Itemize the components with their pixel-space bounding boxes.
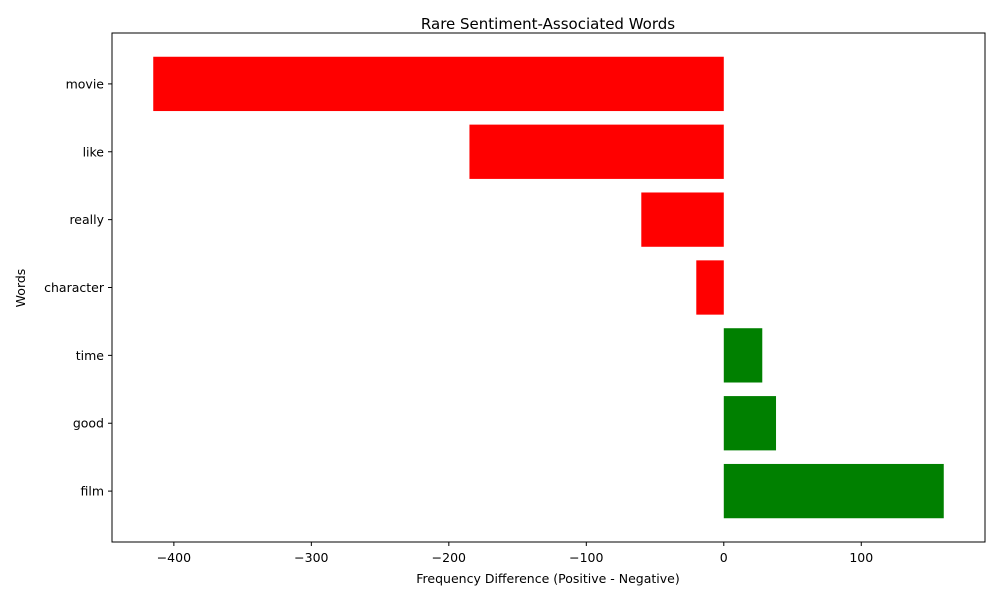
- x-tick-label-100: 100: [849, 550, 873, 565]
- chart-title: Rare Sentiment-Associated Words: [421, 15, 675, 33]
- bar-character: [696, 260, 724, 315]
- y-tick-label-really: really: [69, 212, 104, 227]
- bar-like: [469, 124, 724, 179]
- bar-movie: [153, 56, 724, 112]
- x-tick-label--400: −400: [157, 550, 191, 565]
- y-tick-label-character: character: [44, 280, 105, 295]
- bars-group: [153, 56, 944, 519]
- y-axis-label: Words: [13, 269, 28, 308]
- y-tick-label-time: time: [76, 348, 105, 363]
- bar-good: [723, 396, 777, 451]
- y-tick-label-like: like: [83, 144, 105, 159]
- x-tick-label-0: 0: [720, 550, 728, 565]
- bar-film: [723, 463, 944, 519]
- x-axis: −400 −300 −200 −100 0 100: [157, 542, 873, 565]
- bar-really: [641, 192, 724, 247]
- y-tick-label-film: film: [80, 484, 104, 499]
- x-axis-label: Frequency Difference (Positive - Negativ…: [416, 571, 679, 586]
- y-tick-label-good: good: [73, 416, 104, 431]
- bar-time: [723, 328, 763, 383]
- y-tick-label-movie: movie: [66, 76, 105, 91]
- x-tick-label--100: −100: [569, 550, 603, 565]
- y-axis: film good time character really like movie: [44, 76, 112, 499]
- x-tick-label--200: −200: [432, 550, 466, 565]
- x-tick-label--300: −300: [294, 550, 328, 565]
